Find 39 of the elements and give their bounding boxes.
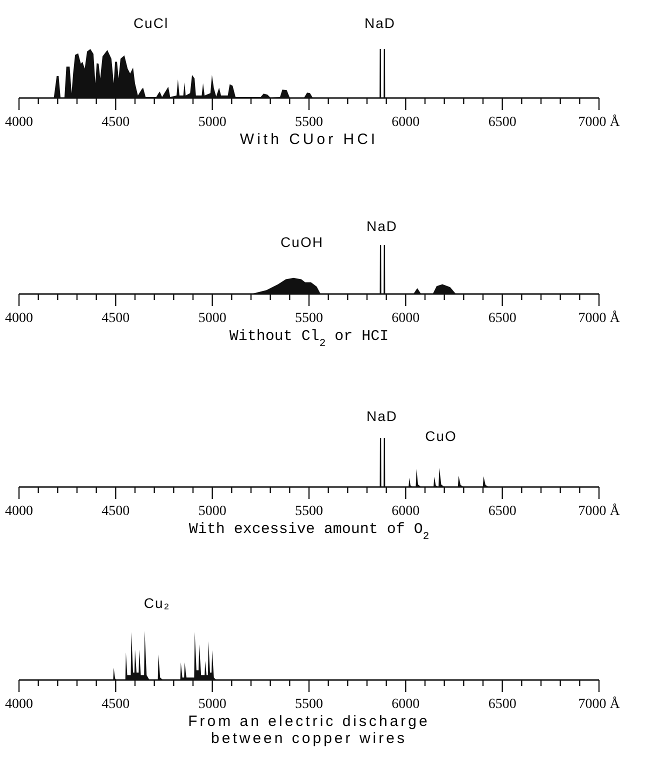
x-tick-label: 4000	[5, 311, 33, 326]
x-tick-label: 7000 Å	[578, 310, 621, 326]
x-tick-label: 4500	[102, 115, 130, 130]
x-tick-label: 4500	[102, 697, 130, 712]
x-tick-label: 7000 Å	[578, 696, 621, 712]
annotation: CuO	[425, 428, 457, 444]
x-tick-label: 6000	[392, 115, 420, 130]
x-tick-label: 4500	[102, 311, 130, 326]
x-tick-label: 5500	[295, 115, 323, 130]
x-axis-title: From an electric discharge between copper wires	[188, 713, 430, 747]
x-tick-label: 4000	[5, 697, 33, 712]
x-tick-label: 7000 Å	[578, 503, 621, 519]
x-tick-label: 6500	[488, 504, 516, 519]
x-tick-label: 6500	[488, 115, 516, 130]
x-tick-label: 6000	[392, 697, 420, 712]
x-tick-label: 5500	[295, 504, 323, 519]
text: Cu₂	[144, 594, 170, 611]
x-tick-label: 5000	[198, 504, 226, 519]
text: CuCl	[133, 14, 169, 31]
x-tick-label: 5000	[198, 697, 226, 712]
x-tick-label: 4000	[5, 504, 33, 519]
x-tick-label: 6500	[488, 697, 516, 712]
x-tick-label: 5500	[295, 311, 323, 326]
x-axis-title: With CUor HCI	[240, 131, 378, 148]
x-tick-label: 6500	[488, 311, 516, 326]
text: NaD	[366, 408, 398, 424]
x-tick-label: 7000 Å	[578, 114, 621, 130]
text: NaD	[364, 14, 396, 31]
x-axis-title: With excessive amount of O$_{2}$	[188, 521, 430, 543]
x-tick-label: 5000	[198, 311, 226, 326]
x-tick-label: 4500	[102, 504, 130, 519]
x-axis-title: Without Cl$_{2}$ or HCI	[229, 328, 389, 350]
x-tick-label: 6000	[392, 504, 420, 519]
text: NaD	[366, 218, 398, 234]
annotation: CuOH	[280, 234, 324, 250]
x-tick-label: 6000	[392, 311, 420, 326]
x-tick-label: 4000	[5, 115, 33, 130]
x-tick-label: 5500	[295, 697, 323, 712]
x-tick-label: 5000	[198, 115, 226, 130]
